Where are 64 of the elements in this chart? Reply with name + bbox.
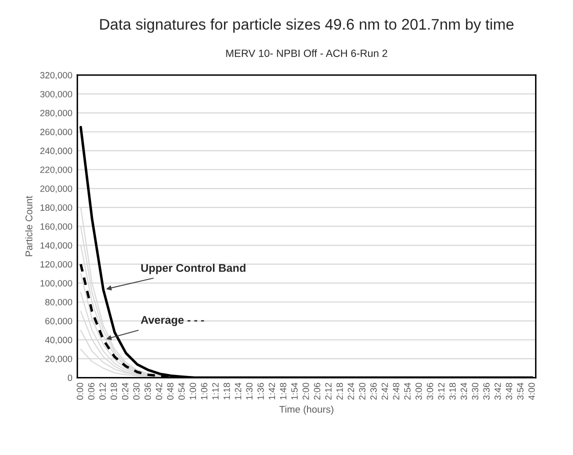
y-tick-label: 40,000 xyxy=(45,336,72,344)
x-tick-label: 0:30 xyxy=(133,382,140,400)
x-tick-label: 1:06 xyxy=(200,382,208,400)
x-tick-label: 3:00 xyxy=(415,382,422,400)
x-tick-label: 3:24 xyxy=(460,382,468,400)
y-tick-label: 120,000 xyxy=(40,261,72,269)
x-tick-label: 1:42 xyxy=(268,382,276,400)
x-tick-label: 0:54 xyxy=(178,382,185,400)
x-tick-label: 2:12 xyxy=(325,382,332,400)
y-tick-label: 80,000 xyxy=(45,298,72,306)
x-tick-label: 2:54 xyxy=(404,382,411,400)
x-tick-label: 0:00 xyxy=(76,382,84,400)
x-tick-label: 0:24 xyxy=(122,382,128,400)
y-tick-label: 300,000 xyxy=(40,90,72,98)
x-tick-label: 3:36 xyxy=(483,382,490,400)
y-tick-label: 240,000 xyxy=(40,148,72,156)
y-tick-label: 320,000 xyxy=(40,72,72,80)
y-tick-label: 280,000 xyxy=(40,110,72,118)
annotation: Average - - - xyxy=(140,316,204,326)
x-tick-label: 1:12 xyxy=(212,382,219,400)
y-tick-label: 160,000 xyxy=(40,223,72,231)
x-tick-label: 3:30 xyxy=(472,382,478,400)
x-tick-label: 2:30 xyxy=(359,382,366,400)
y-tick-label: 220,000 xyxy=(40,166,72,174)
x-tick-label: 2:48 xyxy=(392,382,400,400)
y-tick-label: 260,000 xyxy=(40,128,72,136)
x-tick-label: 1:18 xyxy=(224,382,230,400)
x-tick-label: 1:48 xyxy=(280,382,286,400)
x-axis-title: Time (hours) xyxy=(279,406,334,415)
y-tick-label: 100,000 xyxy=(40,280,72,288)
x-tick-label: 0:12 xyxy=(99,382,106,400)
y-tick-label: 0 xyxy=(68,374,72,382)
x-tick-label: 1:24 xyxy=(234,382,242,400)
x-tick-label: 1:30 xyxy=(246,382,253,400)
x-tick-label: 0:48 xyxy=(167,382,174,400)
x-tick-label: 1:36 xyxy=(257,382,264,400)
x-tick-label: 2:24 xyxy=(348,382,354,400)
x-tick-label: 2:06 xyxy=(314,382,320,400)
x-tick-label: 2:18 xyxy=(336,382,343,400)
x-tick-label: 0:06 xyxy=(88,382,94,400)
x-tick-label: 1:54 xyxy=(291,382,298,400)
x-tick-label: 0:36 xyxy=(144,382,151,400)
y-tick-label: 20,000 xyxy=(45,356,72,364)
y-axis-title: Particle Count xyxy=(25,196,32,256)
x-tick-label: 2:42 xyxy=(382,382,388,400)
x-tick-label: 4:00 xyxy=(528,382,535,400)
y-tick-label: 60,000 xyxy=(45,318,72,326)
x-tick-label: 3:18 xyxy=(449,382,456,400)
x-tick-label: 3:48 xyxy=(506,382,512,400)
x-tick-label: 3:54 xyxy=(517,382,524,400)
x-tick-label: 0:42 xyxy=(156,382,162,400)
y-tick-label: 200,000 xyxy=(40,186,72,193)
annotation: Upper Control Band xyxy=(141,264,246,274)
x-tick-label: 2:00 xyxy=(302,382,309,400)
x-tick-label: 2:36 xyxy=(370,382,377,400)
x-tick-label: 3:06 xyxy=(426,382,434,400)
chart-title: Data signatures for particle sizes 49.6 nm to 201.7nm by time xyxy=(100,18,514,33)
x-tick-label: 3:42 xyxy=(494,382,501,400)
y-tick-label: 140,000 xyxy=(40,242,72,250)
x-tick-label: 1:00 xyxy=(190,382,196,400)
y-tick-label: 180,000 xyxy=(40,204,72,212)
x-tick-label: 3:12 xyxy=(438,382,444,400)
chart-subtitle: MERV 10- NPBI Off - ACH 6-Run 2 xyxy=(226,49,388,57)
x-tick-label: 0:18 xyxy=(110,382,118,400)
